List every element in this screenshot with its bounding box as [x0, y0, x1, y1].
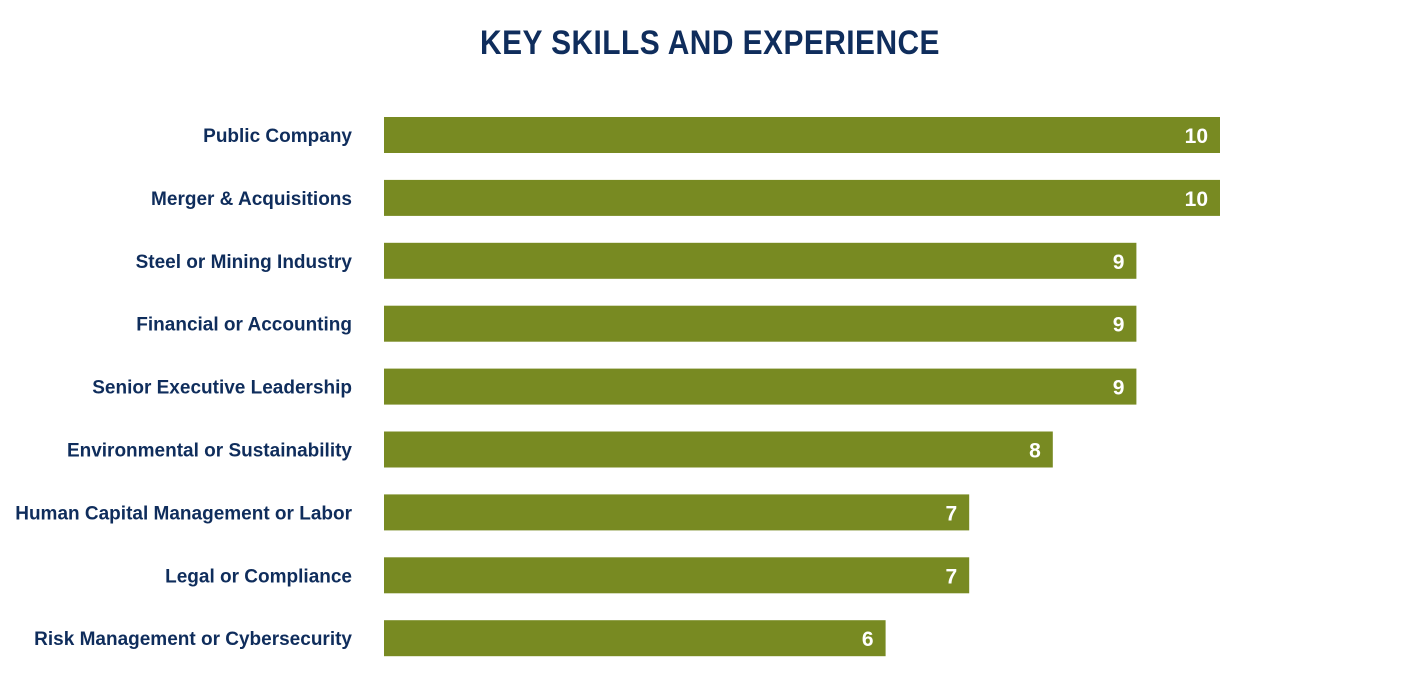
bar	[384, 305, 1137, 342]
category-label: Financial or Accounting	[136, 315, 352, 336]
bar	[384, 368, 1137, 405]
value-label: 9	[1113, 377, 1125, 400]
category-label: Legal or Compliance	[165, 566, 352, 587]
value-label: 9	[1113, 251, 1125, 274]
category-label: Human Capital Management or Labor	[15, 503, 352, 524]
value-label: 6	[862, 628, 874, 651]
value-label: 7	[946, 565, 958, 588]
category-label: Senior Executive Leadership	[92, 378, 352, 399]
category-label: Steel or Mining Industry	[136, 252, 353, 273]
bar	[384, 494, 970, 531]
category-label: Merger & Acquisitions	[151, 189, 352, 210]
bar	[384, 557, 970, 594]
value-label: 8	[1029, 440, 1041, 463]
bar	[384, 431, 1053, 468]
bar	[384, 117, 1220, 153]
value-label: 10	[1185, 125, 1208, 148]
bar	[384, 242, 1137, 279]
value-label: 10	[1185, 188, 1208, 211]
category-label: Environmental or Sustainability	[67, 441, 352, 462]
category-label: Risk Management or Cybersecurity	[34, 629, 352, 650]
bar	[384, 179, 1220, 216]
category-labels: Public Company Merger & Acquisitions Steel…	[15, 126, 352, 650]
value-label: 7	[946, 502, 958, 525]
value-labels: 10 10 9 9 9 8 7 7 6	[862, 125, 1208, 651]
value-label: 9	[1113, 314, 1125, 337]
category-label: Public Company	[203, 126, 352, 147]
chart-title: KEY SKILLS AND EXPERIENCE	[480, 24, 940, 62]
bar	[384, 620, 886, 657]
bars	[384, 117, 1220, 657]
